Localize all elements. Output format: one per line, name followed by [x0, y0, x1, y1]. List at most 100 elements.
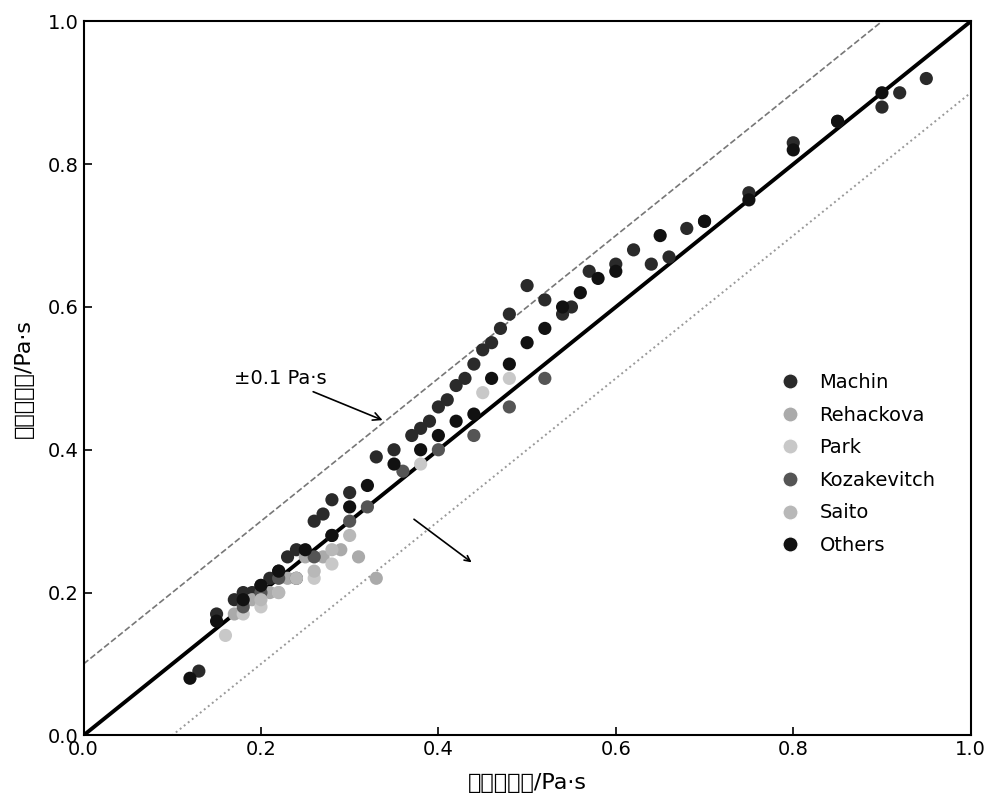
Others: [413, 443, 429, 456]
Others: [555, 300, 571, 313]
Others: [235, 593, 251, 606]
Kozakevitch: [306, 550, 322, 563]
Machin: [386, 443, 402, 456]
Rehackova: [368, 572, 384, 585]
Others: [608, 265, 624, 278]
Legend: Machin, Rehackova, Park, Kozakevitch, Saito, Others: Machin, Rehackova, Park, Kozakevitch, Sa…: [763, 366, 943, 562]
Others: [652, 229, 668, 242]
Machin: [581, 265, 597, 278]
Kozakevitch: [342, 515, 358, 528]
Others: [297, 543, 313, 556]
Kozakevitch: [288, 572, 304, 585]
Machin: [918, 72, 934, 85]
Machin: [430, 400, 446, 413]
Machin: [191, 665, 207, 678]
Rehackova: [280, 572, 296, 585]
Machin: [679, 222, 695, 235]
Machin: [448, 379, 464, 392]
Machin: [422, 415, 438, 428]
Park: [271, 586, 287, 599]
Machin: [741, 186, 757, 199]
Park: [235, 608, 251, 621]
Machin: [235, 586, 251, 599]
Machin: [466, 358, 482, 370]
Others: [697, 215, 713, 228]
Machin: [475, 343, 491, 356]
Others: [484, 372, 500, 385]
Others: [386, 458, 402, 470]
Machin: [404, 429, 420, 442]
Others: [501, 358, 517, 370]
Machin: [413, 422, 429, 435]
Machin: [484, 337, 500, 349]
Kozakevitch: [235, 600, 251, 613]
Rehackova: [315, 550, 331, 563]
Kozakevitch: [324, 529, 340, 542]
Rehackova: [333, 543, 349, 556]
Saito: [306, 565, 322, 578]
Machin: [439, 393, 455, 406]
Machin: [519, 279, 535, 292]
Others: [466, 408, 482, 420]
Park: [217, 629, 233, 642]
Machin: [555, 307, 571, 320]
Machin: [785, 136, 801, 149]
Saito: [342, 529, 358, 542]
Machin: [457, 372, 473, 385]
Rehackova: [351, 550, 367, 563]
Others: [572, 286, 588, 299]
Others: [209, 615, 225, 628]
Others: [430, 429, 446, 442]
Y-axis label: 黏度计算值/Pa·s: 黏度计算值/Pa·s: [14, 319, 34, 438]
Machin: [697, 215, 713, 228]
Machin: [226, 593, 242, 606]
Machin: [661, 250, 677, 263]
Machin: [342, 486, 358, 499]
Others: [448, 415, 464, 428]
Park: [475, 387, 491, 399]
Machin: [280, 550, 296, 563]
Kozakevitch: [253, 586, 269, 599]
Others: [182, 671, 198, 684]
Saito: [271, 586, 287, 599]
Kozakevitch: [537, 372, 553, 385]
Others: [741, 194, 757, 207]
Machin: [830, 115, 846, 128]
Park: [413, 458, 429, 470]
Machin: [244, 586, 260, 599]
Park: [253, 600, 269, 613]
Saito: [324, 543, 340, 556]
Machin: [315, 508, 331, 521]
Machin: [262, 572, 278, 585]
Others: [830, 115, 846, 128]
Others: [519, 337, 535, 349]
Machin: [892, 86, 908, 99]
Rehackova: [262, 586, 278, 599]
Machin: [874, 101, 890, 114]
Saito: [253, 593, 269, 606]
Machin: [537, 294, 553, 307]
Machin: [253, 579, 269, 592]
Machin: [209, 608, 225, 621]
Others: [359, 479, 375, 492]
Machin: [626, 244, 642, 257]
Machin: [608, 257, 624, 270]
Machin: [368, 450, 384, 463]
Others: [874, 86, 890, 99]
Kozakevitch: [501, 400, 517, 413]
Others: [324, 529, 340, 542]
Kozakevitch: [359, 500, 375, 513]
Kozakevitch: [430, 443, 446, 456]
Kozakevitch: [466, 429, 482, 442]
Text: ±0.1 Pa·s: ±0.1 Pa·s: [234, 369, 381, 420]
Kozakevitch: [271, 572, 287, 585]
Rehackova: [244, 593, 260, 606]
Rehackova: [297, 550, 313, 563]
Machin: [563, 300, 579, 313]
X-axis label: 黏值实验值/Pa·s: 黏值实验值/Pa·s: [468, 773, 587, 793]
Others: [253, 579, 269, 592]
Kozakevitch: [395, 465, 411, 478]
Park: [324, 558, 340, 571]
Machin: [306, 515, 322, 528]
Others: [537, 322, 553, 335]
